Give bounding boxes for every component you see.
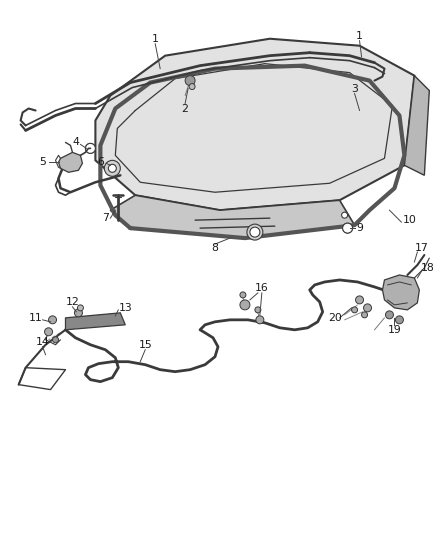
Circle shape	[361, 312, 367, 318]
Circle shape	[104, 160, 120, 176]
Text: 15: 15	[138, 340, 152, 350]
Text: 8: 8	[212, 243, 219, 253]
Text: 14: 14	[35, 337, 49, 347]
Text: 1: 1	[356, 31, 363, 41]
Polygon shape	[110, 195, 355, 238]
Circle shape	[343, 223, 353, 233]
Text: 17: 17	[414, 243, 428, 253]
Circle shape	[53, 337, 59, 343]
Circle shape	[356, 296, 364, 304]
Circle shape	[352, 307, 357, 313]
Circle shape	[85, 143, 95, 154]
Text: 3: 3	[351, 84, 358, 94]
Text: 1: 1	[152, 34, 159, 44]
Circle shape	[255, 307, 261, 313]
Text: 20: 20	[328, 313, 342, 323]
Circle shape	[247, 224, 263, 240]
Text: 6: 6	[97, 157, 104, 167]
Polygon shape	[404, 76, 429, 175]
Text: 16: 16	[255, 283, 269, 293]
Circle shape	[240, 300, 250, 310]
Circle shape	[250, 227, 260, 237]
Text: 10: 10	[403, 215, 417, 225]
Text: 18: 18	[420, 263, 434, 273]
Polygon shape	[382, 275, 419, 310]
Polygon shape	[59, 152, 82, 172]
Polygon shape	[95, 39, 414, 210]
Circle shape	[256, 316, 264, 324]
Text: 12: 12	[66, 297, 79, 307]
Circle shape	[108, 164, 117, 172]
Text: 9: 9	[356, 223, 363, 233]
Text: 11: 11	[29, 313, 42, 323]
Text: 5: 5	[39, 157, 46, 167]
Circle shape	[49, 316, 57, 324]
Circle shape	[385, 311, 393, 319]
Text: 2: 2	[182, 103, 188, 114]
Circle shape	[364, 304, 371, 312]
Circle shape	[240, 292, 246, 298]
Circle shape	[74, 309, 82, 317]
Polygon shape	[66, 313, 125, 330]
Circle shape	[185, 76, 195, 86]
Circle shape	[85, 143, 95, 154]
Text: 13: 13	[118, 303, 132, 313]
Text: 19: 19	[388, 325, 401, 335]
Circle shape	[396, 316, 403, 324]
Circle shape	[45, 328, 53, 336]
Circle shape	[342, 212, 348, 218]
Circle shape	[189, 84, 195, 90]
Text: 4: 4	[72, 138, 79, 148]
Text: 7: 7	[102, 213, 109, 223]
Circle shape	[343, 223, 353, 233]
Circle shape	[78, 305, 83, 311]
